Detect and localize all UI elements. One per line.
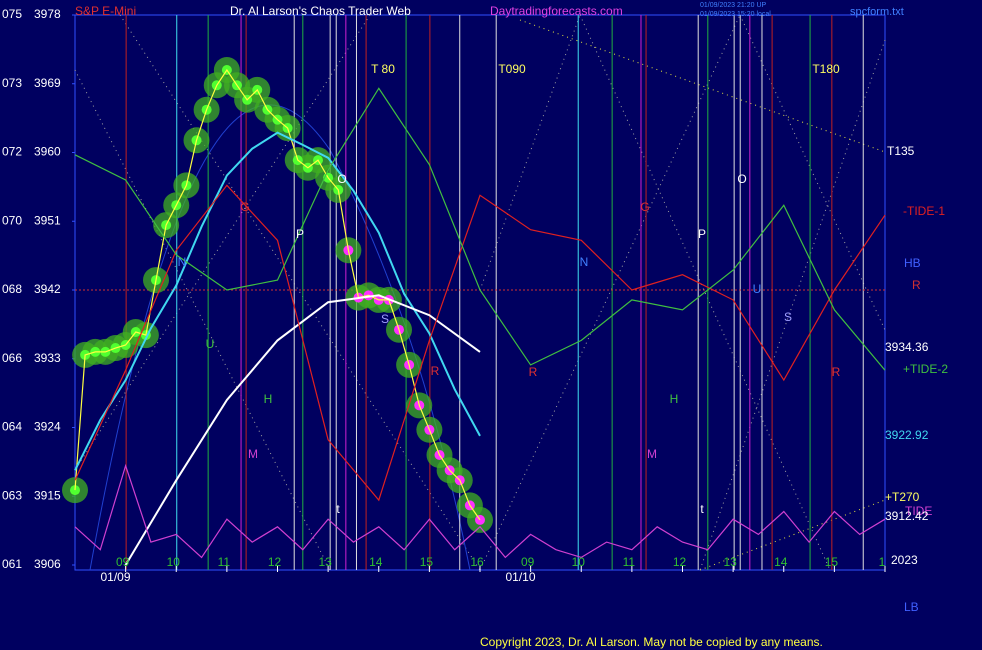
x-tick-label: 10 xyxy=(572,555,586,569)
y-tick-label: 3933 xyxy=(34,351,61,365)
text-layer: S&P E-Mini Dr. Al Larson's Chaos Trader … xyxy=(2,2,948,649)
annotation: P xyxy=(296,227,304,241)
y-tick-code: 066 xyxy=(2,351,22,365)
y-tick-code: 063 xyxy=(2,488,22,502)
series-label: -TIDE-1 xyxy=(903,204,945,218)
series-line xyxy=(74,463,886,559)
y-tick-code: 064 xyxy=(2,420,22,434)
timestamp: 01/09/2023 15:20 local xyxy=(700,11,771,18)
right-label: 3922.92 xyxy=(885,428,929,442)
annotation: t xyxy=(700,502,704,516)
annotation: T090 xyxy=(498,62,526,76)
x-tick-label: 12 xyxy=(268,555,282,569)
x-tick-label: 10 xyxy=(167,555,181,569)
y-tick-code: 068 xyxy=(2,282,22,296)
x-tick-label: 09 xyxy=(521,555,535,569)
site: Daytradingforecasts.com xyxy=(490,4,623,18)
y-tick-code: 072 xyxy=(2,145,22,159)
file-name: spcform.txt xyxy=(850,6,904,18)
diagonal xyxy=(119,14,481,571)
x-tick-label: 15 xyxy=(825,555,839,569)
y-tick-code: 073 xyxy=(2,76,22,90)
annotation: O xyxy=(337,172,346,186)
y-tick-code: 070 xyxy=(2,213,22,227)
x-tick-label: 11 xyxy=(623,555,636,569)
y-tick-label: 3942 xyxy=(34,282,61,296)
series-line xyxy=(74,184,886,502)
x-tick-label: 12 xyxy=(673,555,687,569)
annotation: T180 xyxy=(812,62,840,76)
right-label: 3912.42 xyxy=(885,509,929,523)
x-tick-label: 13 xyxy=(318,555,332,569)
annotation: G xyxy=(640,200,649,214)
copyright: Copyright 2023, Dr. Al Larson. May not b… xyxy=(480,635,823,649)
y-tick-code: 075 xyxy=(2,7,22,21)
y-tick-label: 3915 xyxy=(34,488,61,502)
annotation: T 80 xyxy=(371,62,395,76)
annotation: M xyxy=(248,447,258,461)
timestamp: 01/09/2023 21:20 UP xyxy=(700,2,766,9)
right-label: LB xyxy=(904,600,919,614)
right-label: 3934.36 xyxy=(885,340,929,354)
y-tick-label: 3978 xyxy=(34,7,61,21)
series-line xyxy=(74,68,481,521)
x-tick-label: 16 xyxy=(470,555,484,569)
date-label: 01/09 xyxy=(100,570,130,584)
y-tick-label: 3906 xyxy=(34,557,61,571)
chaos-grid xyxy=(74,14,886,571)
price-dot xyxy=(70,485,80,496)
series-label: +TIDE-2 xyxy=(903,362,948,376)
annotation: S xyxy=(784,310,792,324)
series-line xyxy=(124,294,481,566)
line-layer xyxy=(70,65,886,566)
x-tick-label: 11 xyxy=(218,555,231,569)
series-line xyxy=(74,87,886,371)
y-tick-label: 3951 xyxy=(34,213,61,227)
price-dot-magenta xyxy=(475,514,485,525)
right-label: T135 xyxy=(887,144,915,158)
diagonal xyxy=(74,14,371,471)
annotation: t xyxy=(336,502,340,516)
annotation: G xyxy=(240,200,249,214)
annotation: U xyxy=(206,337,215,351)
annotation: S xyxy=(381,312,389,326)
y-tick-label: 3969 xyxy=(34,76,61,90)
annotation: U xyxy=(753,282,762,296)
x-tick-label: 15 xyxy=(420,555,434,569)
instrument: S&P E-Mini xyxy=(75,4,136,18)
annotation: R xyxy=(832,365,841,379)
y-tick-label: 3924 xyxy=(34,420,61,434)
annotation: H xyxy=(264,392,273,406)
diagonal xyxy=(699,39,886,571)
x-tick-label: 09 xyxy=(116,555,130,569)
annotation: R xyxy=(529,365,538,379)
right-label: 2023 xyxy=(891,553,918,567)
x-tick-label: 13 xyxy=(723,555,737,569)
series-label: TIDE xyxy=(905,504,932,518)
x-tick-label: 14 xyxy=(369,555,383,569)
annotation: N xyxy=(580,255,589,269)
annotation: O xyxy=(737,172,746,186)
x-tick-label: 14 xyxy=(774,555,788,569)
title: Dr. Al Larson's Chaos Trader Web xyxy=(230,4,411,18)
y-tick-code: 061 xyxy=(2,557,22,571)
series-line xyxy=(74,131,481,471)
right-label: HB xyxy=(904,256,921,270)
annotation: N xyxy=(178,255,187,269)
annotation: M xyxy=(647,447,657,461)
annotation: H xyxy=(670,392,679,406)
r-label: R xyxy=(912,278,921,292)
diagonal xyxy=(74,69,331,571)
diagonal xyxy=(479,14,741,571)
y-tick-label: 3960 xyxy=(34,145,61,159)
annotation: P xyxy=(698,227,706,241)
right-label: +T270 xyxy=(885,490,920,504)
annotation: R xyxy=(431,364,440,378)
x-tick-label: 1 xyxy=(879,555,886,569)
date-label: 01/10 xyxy=(505,570,535,584)
